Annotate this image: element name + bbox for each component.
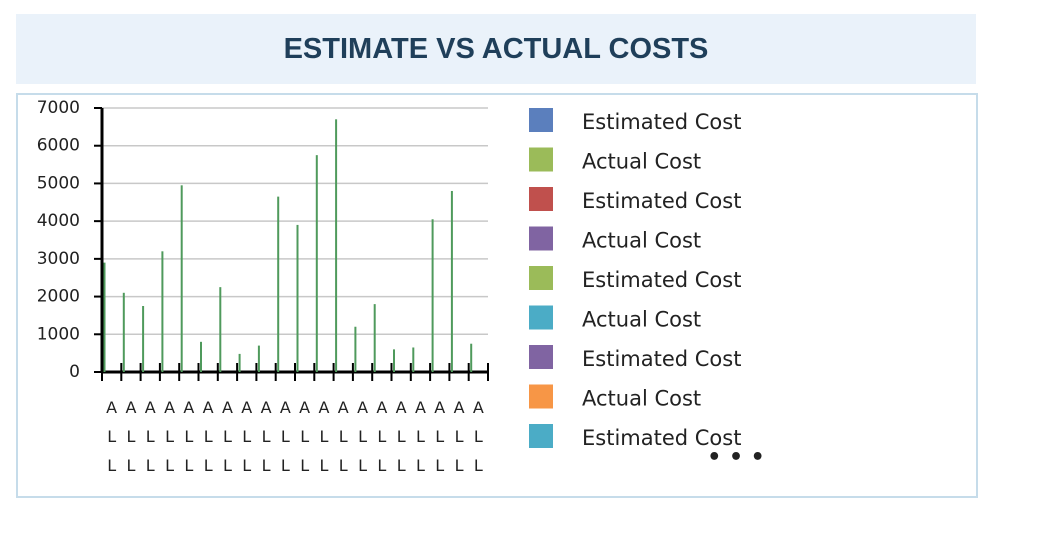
legend-swatch bbox=[529, 108, 553, 132]
y-tick-label: 1000 bbox=[37, 324, 80, 344]
bar bbox=[470, 343, 473, 372]
bar bbox=[393, 349, 395, 372]
bar bbox=[200, 341, 202, 372]
legend-swatch bbox=[529, 305, 553, 330]
bar bbox=[277, 196, 280, 372]
bar bbox=[373, 304, 376, 372]
bar bbox=[296, 224, 299, 372]
bar bbox=[238, 353, 241, 372]
legend-label: Estimated Cost bbox=[582, 347, 741, 371]
legend-swatch bbox=[529, 345, 553, 369]
bar bbox=[450, 190, 453, 372]
chart-panel bbox=[16, 93, 978, 498]
legend-swatch bbox=[529, 226, 553, 251]
bar bbox=[412, 347, 415, 372]
legend-label: Estimated Cost bbox=[582, 426, 741, 450]
legend-label: Actual Cost bbox=[582, 387, 701, 411]
legend-swatch bbox=[529, 147, 553, 172]
bar bbox=[315, 155, 318, 372]
y-tick-label: 4000 bbox=[37, 211, 80, 231]
legend-label: Estimated Cost bbox=[582, 189, 741, 213]
y-tick-label: 3000 bbox=[37, 249, 80, 269]
legend-label: Actual Cost bbox=[582, 229, 701, 253]
bar bbox=[431, 219, 434, 372]
y-tick-label: 0 bbox=[69, 362, 80, 382]
header: ESTIMATE VS ACTUAL COSTS bbox=[16, 14, 976, 84]
title: ESTIMATE VS ACTUAL COSTS bbox=[283, 32, 709, 65]
y-tick-label: 2000 bbox=[37, 287, 80, 307]
legend-swatch bbox=[529, 424, 553, 448]
bar bbox=[161, 251, 164, 372]
legend-swatch bbox=[529, 384, 553, 409]
legend-label: Estimated Cost bbox=[582, 110, 741, 134]
bar bbox=[142, 306, 145, 372]
y-tick-label: 5000 bbox=[37, 173, 80, 193]
legend-label: Actual Cost bbox=[582, 150, 701, 174]
bar bbox=[122, 292, 125, 372]
bar bbox=[335, 119, 338, 372]
bar bbox=[354, 326, 357, 372]
legend-label: Actual Cost bbox=[582, 308, 701, 332]
legend-swatch bbox=[529, 266, 553, 290]
y-tick-label: 6000 bbox=[37, 136, 80, 156]
legend-swatch bbox=[529, 187, 553, 211]
legend-label: Estimated Cost bbox=[582, 268, 741, 292]
bar bbox=[180, 185, 183, 372]
bar bbox=[103, 262, 106, 372]
legend-more[interactable]: • • • bbox=[707, 445, 765, 470]
bar bbox=[257, 345, 260, 372]
y-tick-label: 7000 bbox=[37, 98, 80, 118]
bar bbox=[219, 287, 222, 372]
